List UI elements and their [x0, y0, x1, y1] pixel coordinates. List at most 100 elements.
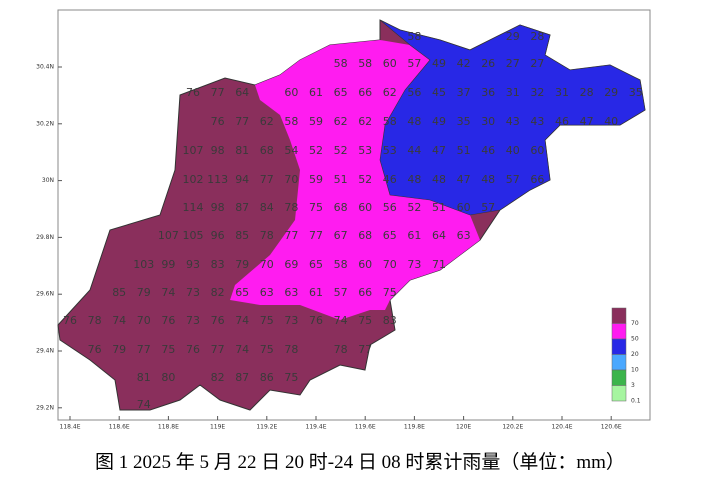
rain-value: 65 [309, 258, 323, 271]
rain-value: 52 [407, 201, 421, 214]
rain-value: 31 [506, 86, 520, 99]
rain-value: 94 [235, 173, 249, 186]
legend-swatch [611, 369, 627, 386]
rain-value: 103 [133, 258, 154, 271]
rain-value: 58 [358, 57, 372, 70]
rain-value: 62 [383, 86, 397, 99]
rain-value: 62 [334, 115, 348, 128]
rain-value: 51 [334, 173, 348, 186]
rain-value: 48 [432, 173, 446, 186]
rain-value: 46 [481, 144, 495, 157]
rain-value: 93 [186, 258, 200, 271]
rain-value: 66 [530, 173, 544, 186]
lon-tick-label: 118.4E [60, 424, 81, 431]
rain-value: 60 [383, 57, 397, 70]
rain-value: 26 [481, 57, 495, 70]
rain-value: 69 [284, 258, 298, 271]
rain-value: 76 [211, 314, 225, 327]
rain-value: 71 [432, 258, 446, 271]
lon-tick-label: 119E [210, 424, 225, 431]
lat-tick-label: 29.8N [36, 234, 54, 241]
legend-label: 50 [631, 336, 639, 343]
rain-value: 37 [457, 86, 471, 99]
rain-value: 62 [358, 115, 372, 128]
rain-value: 70 [284, 173, 298, 186]
rain-value: 107 [183, 144, 204, 157]
rain-value: 98 [211, 144, 225, 157]
rain-value: 82 [211, 371, 225, 384]
rain-value: 96 [211, 229, 225, 242]
rain-value: 64 [432, 229, 446, 242]
rain-value: 59 [309, 173, 323, 186]
rain-value: 61 [407, 229, 421, 242]
rain-value: 60 [457, 201, 471, 214]
rain-value: 47 [580, 115, 594, 128]
rain-value: 83 [383, 314, 397, 327]
rain-value: 70 [260, 258, 274, 271]
rain-value: 58 [383, 115, 397, 128]
rain-value: 85 [235, 229, 249, 242]
rain-value: 56 [383, 201, 397, 214]
lon-tick-label: 119.4E [306, 424, 327, 431]
rain-value: 87 [235, 201, 249, 214]
rain-value: 49 [432, 57, 446, 70]
rain-value: 63 [284, 286, 298, 299]
lat-tick-label: 30.4N [36, 64, 54, 71]
rain-value: 68 [358, 229, 372, 242]
rain-value: 68 [334, 201, 348, 214]
rain-value: 114 [183, 201, 204, 214]
rain-value: 47 [457, 173, 471, 186]
rain-value: 76 [309, 314, 323, 327]
rain-value: 59 [309, 115, 323, 128]
rain-value: 42 [457, 57, 471, 70]
lon-tick-label: 120.6E [601, 424, 622, 431]
rain-value: 76 [186, 343, 200, 356]
lon-tick-label: 120.2E [502, 424, 523, 431]
rain-value: 53 [358, 144, 372, 157]
rain-value: 58 [334, 57, 348, 70]
rain-value: 74 [112, 314, 126, 327]
rain-value: 99 [161, 258, 175, 271]
rain-value: 85 [112, 286, 126, 299]
rain-value: 35 [629, 86, 643, 99]
rain-value: 48 [407, 115, 421, 128]
lon-tick-label: 119.8E [404, 424, 425, 431]
rain-value: 98 [211, 201, 225, 214]
lat-tick-label: 30.2N [36, 120, 54, 127]
rain-value: 43 [506, 115, 520, 128]
rain-value: 82 [211, 286, 225, 299]
region-moderate [230, 40, 480, 320]
rain-value: 79 [235, 258, 249, 271]
legend-swatch [611, 323, 627, 340]
legend-swatch [611, 354, 627, 371]
rain-value: 56 [407, 86, 421, 99]
rain-value: 61 [309, 86, 323, 99]
rain-value: 73 [284, 314, 298, 327]
rain-value: 40 [506, 144, 520, 157]
rain-value: 102 [183, 173, 204, 186]
rain-value: 78 [260, 229, 274, 242]
rain-value: 77 [309, 229, 323, 242]
rain-value: 63 [260, 286, 274, 299]
rain-value: 58 [334, 258, 348, 271]
rain-value: 43 [530, 115, 544, 128]
rain-value: 75 [260, 314, 274, 327]
legend-label: 20 [631, 351, 639, 358]
legend-swatch [611, 307, 627, 324]
rain-value: 64 [235, 86, 249, 99]
rain-value: 66 [358, 86, 372, 99]
legend-label: 10 [631, 367, 639, 374]
rain-value: 78 [284, 201, 298, 214]
rain-value: 35 [457, 115, 471, 128]
rain-value: 84 [260, 201, 274, 214]
rain-value: 28 [530, 30, 544, 43]
lon-tick-label: 118.8E [158, 424, 179, 431]
rain-value: 48 [481, 173, 495, 186]
lon-tick-label: 118.6E [109, 424, 130, 431]
rain-value: 49 [432, 115, 446, 128]
rain-value: 70 [137, 314, 151, 327]
lon-tick-label: 119.6E [355, 424, 376, 431]
rain-value: 76 [63, 314, 77, 327]
rain-value: 76 [88, 343, 102, 356]
